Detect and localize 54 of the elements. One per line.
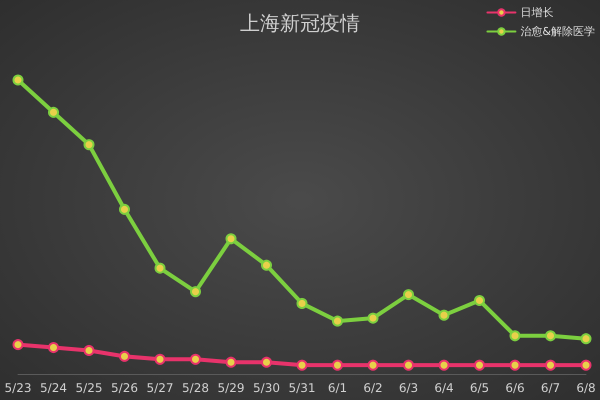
- x-tick-label: 5/28: [182, 381, 209, 395]
- point: [510, 330, 520, 342]
- legend-label: 日增长: [520, 6, 554, 19]
- point: [119, 350, 130, 362]
- x-tick-label: 6/4: [434, 381, 454, 395]
- point: [12, 339, 24, 350]
- chart-title: 上海新冠疫情: [240, 11, 360, 35]
- x-tick-label: 5/31: [288, 381, 316, 395]
- x-tick-label: 6/2: [363, 381, 383, 395]
- point: [510, 360, 520, 371]
- point: [332, 316, 343, 327]
- point: [261, 260, 272, 271]
- x-tick-label: 6/3: [398, 381, 418, 395]
- point: [474, 360, 485, 371]
- legend-label: 治愈&解除医学: [520, 25, 595, 38]
- point: [226, 356, 236, 368]
- x-tick-label: 5/30: [253, 381, 280, 395]
- point: [545, 360, 556, 371]
- point: [12, 74, 24, 86]
- point: [474, 295, 485, 306]
- point: [261, 356, 272, 368]
- point: [545, 330, 556, 342]
- point: [296, 298, 308, 309]
- point: [368, 360, 378, 371]
- point: [403, 360, 414, 371]
- x-tick-label: 6/1: [328, 381, 348, 395]
- point: [580, 360, 592, 371]
- point: [190, 354, 201, 365]
- x-tick-label: 6/6: [505, 381, 525, 395]
- point: [190, 286, 201, 298]
- point: [438, 310, 450, 321]
- x-tick-label: 5/29: [218, 381, 244, 395]
- x-tick-label: 5/26: [111, 381, 138, 395]
- point: [438, 360, 450, 371]
- point: [154, 262, 166, 274]
- x-tick-label: 6/5: [470, 381, 490, 395]
- point: [580, 333, 592, 344]
- point: [48, 342, 59, 354]
- point: [296, 360, 308, 371]
- x-tick-label: 6/7: [540, 381, 560, 395]
- point: [332, 360, 343, 371]
- point: [84, 344, 94, 356]
- point: [48, 106, 59, 118]
- x-tick-label: 5/25: [76, 381, 102, 395]
- x-tick-label: 6/8: [576, 381, 596, 395]
- point: [403, 289, 414, 300]
- point: [119, 204, 130, 215]
- x-tick-label: 5/27: [146, 381, 174, 395]
- x-tick-label: 5/23: [4, 381, 32, 395]
- point: [226, 233, 236, 244]
- point: [84, 139, 94, 150]
- x-tick-label: 5/24: [40, 381, 67, 395]
- point: [154, 354, 166, 365]
- point: [368, 312, 378, 324]
